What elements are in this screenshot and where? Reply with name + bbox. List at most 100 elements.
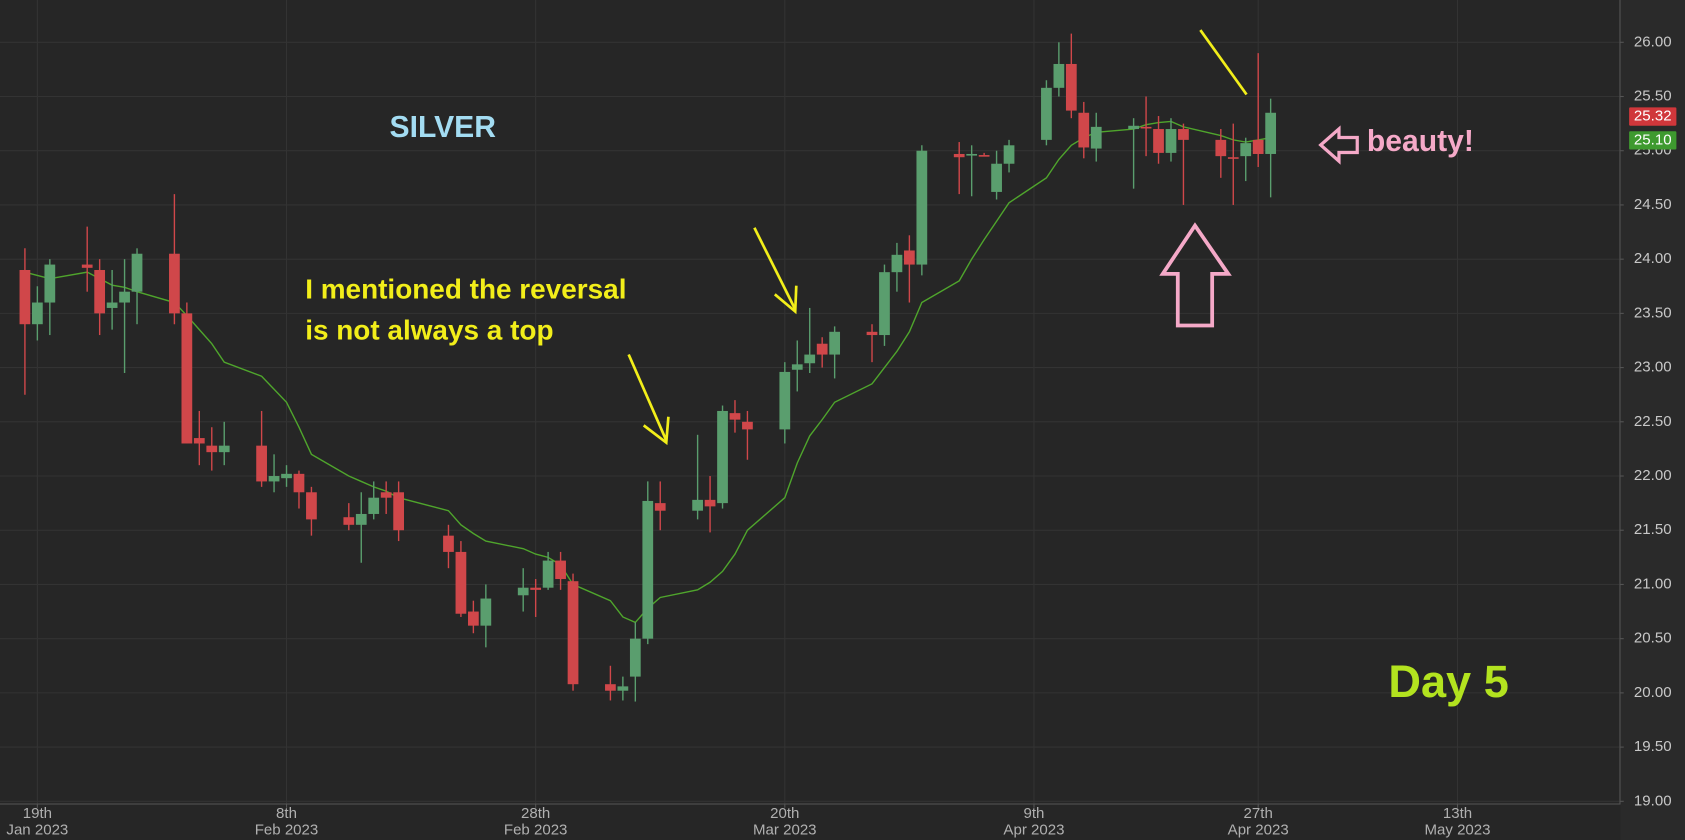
candle-body <box>94 269 106 314</box>
candle-body <box>106 302 118 308</box>
candle-body <box>530 587 542 590</box>
candle-body <box>1240 143 1252 157</box>
candle-body <box>742 421 753 430</box>
candle-body <box>692 499 703 511</box>
y-tick-label: 25.50 <box>1634 87 1672 104</box>
y-tick-label: 24.00 <box>1634 250 1672 267</box>
candle-body <box>953 153 965 158</box>
arrow <box>627 353 668 441</box>
arrow-head <box>642 416 670 446</box>
x-tick-label: Feb 2023 <box>504 821 568 838</box>
candle-body <box>31 302 43 325</box>
candle-body <box>791 364 803 370</box>
candle-body <box>816 343 828 355</box>
price-tag <box>1629 107 1677 126</box>
y-tick-label: 23.50 <box>1634 304 1672 321</box>
price-tag-label: 25.32 <box>1634 108 1672 125</box>
candle-body <box>131 253 143 292</box>
y-tick-label: 26.00 <box>1634 33 1672 50</box>
x-tick-label: Jan 2023 <box>6 821 68 838</box>
chart-title: SILVER <box>390 111 497 144</box>
candle-body <box>193 438 205 444</box>
candle-body <box>355 513 367 525</box>
candle-body <box>293 473 305 493</box>
arrow <box>753 227 797 310</box>
candle-body <box>1065 63 1077 111</box>
candle-body <box>717 410 728 504</box>
candle-body <box>81 264 93 268</box>
drawings: I mentioned the reversal is not always a … <box>305 29 1509 707</box>
y-tick-label: 23.00 <box>1634 359 1672 376</box>
candle-body <box>1215 139 1227 157</box>
candle-body <box>555 560 566 580</box>
y-tick-label: 24.50 <box>1634 196 1672 213</box>
candle-body <box>567 581 579 685</box>
up-arrow <box>1159 222 1232 328</box>
candle-body <box>268 476 280 482</box>
candle-body <box>1053 63 1065 88</box>
x-tick-label: 9th <box>1024 805 1045 822</box>
candle-body <box>966 153 978 156</box>
y-tick-label: 19.00 <box>1634 792 1672 809</box>
candle-body <box>1003 145 1015 164</box>
candle-body <box>19 269 31 325</box>
candle-body <box>1140 126 1152 129</box>
x-tick-label: 8th <box>276 805 297 822</box>
candle-body <box>1041 87 1052 140</box>
candle-body <box>380 492 392 498</box>
annotation: beauty! <box>1367 125 1474 158</box>
candle-body <box>468 611 479 626</box>
plot <box>19 33 1277 702</box>
candle-body <box>218 445 230 453</box>
x-tick-label: 13th <box>1443 805 1472 822</box>
candle-body <box>517 587 529 596</box>
candle-body <box>455 551 467 614</box>
candle-body <box>629 638 641 677</box>
annotation: Day 5 <box>1388 656 1508 707</box>
candle-body <box>306 492 317 520</box>
candle-body <box>542 560 554 588</box>
candle-body <box>879 272 890 336</box>
candle-body <box>480 598 492 626</box>
candle-body <box>1153 129 1164 153</box>
candle-body <box>829 331 841 355</box>
x-tick-label: May 2023 <box>1424 821 1490 838</box>
y-tick-label: 21.00 <box>1634 575 1672 592</box>
y-tick-label: 22.50 <box>1634 413 1672 430</box>
pointer-line <box>1199 29 1248 96</box>
candle-body <box>443 535 454 552</box>
candle-body <box>729 413 741 420</box>
candle-body <box>281 473 292 479</box>
price-tag-label: 25.10 <box>1634 131 1672 148</box>
candle-body <box>181 313 193 444</box>
candle-body <box>1090 126 1102 149</box>
x-tick-label: 20th <box>770 805 799 822</box>
candle-body <box>617 686 629 691</box>
x-tick-label: Apr 2023 <box>1003 821 1064 838</box>
candle-body <box>1078 112 1090 148</box>
x-tick-label: Mar 2023 <box>753 821 817 838</box>
moving-average <box>24 120 1271 624</box>
candle-body <box>368 497 380 514</box>
candle-body <box>1178 129 1189 140</box>
candle-body <box>1165 129 1177 153</box>
candle-body <box>642 500 654 639</box>
candle-body <box>978 155 990 157</box>
candle-body <box>916 150 928 265</box>
candle-body <box>1252 139 1264 154</box>
y-tick-label: 20.50 <box>1634 630 1672 647</box>
arrow-head <box>773 285 798 315</box>
x-tick-label: 28th <box>521 805 550 822</box>
candle-body <box>343 517 355 525</box>
candle-body <box>1265 112 1277 154</box>
candle-body <box>904 250 915 265</box>
candle-body <box>119 291 130 303</box>
candle-body <box>704 499 716 507</box>
candle-body <box>393 492 405 531</box>
left-arrow <box>1318 125 1359 165</box>
candle-body <box>1227 157 1239 159</box>
candle-body <box>891 254 903 273</box>
x-tick-label: Apr 2023 <box>1228 821 1289 838</box>
